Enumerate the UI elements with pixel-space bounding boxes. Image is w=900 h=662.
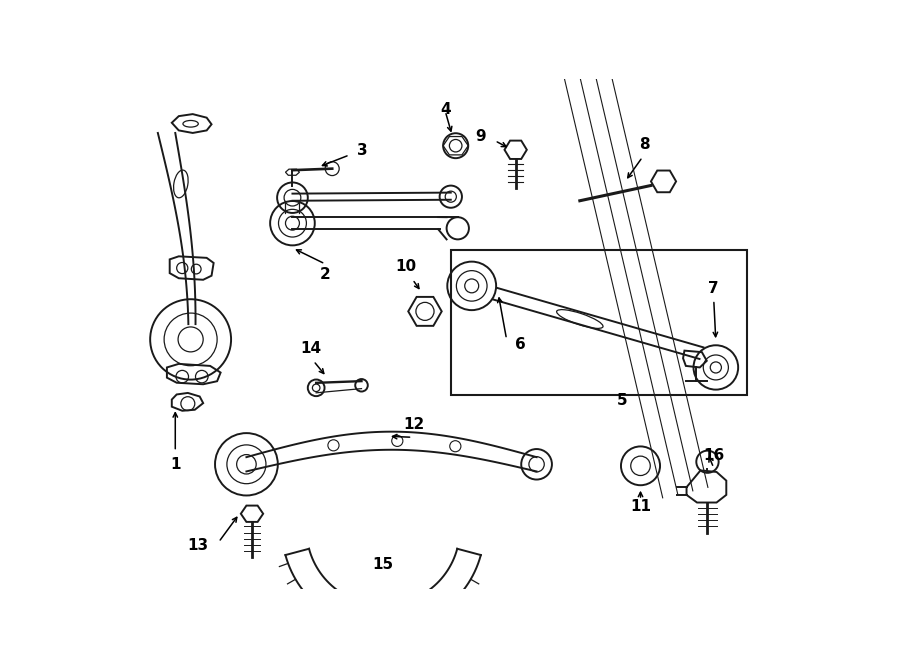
Polygon shape <box>241 506 263 522</box>
Text: 6: 6 <box>515 337 526 352</box>
Text: 5: 5 <box>616 393 627 408</box>
Text: 16: 16 <box>703 448 724 463</box>
Text: 9: 9 <box>475 129 486 144</box>
Text: 11: 11 <box>630 499 651 514</box>
Polygon shape <box>409 297 442 326</box>
Text: 2: 2 <box>320 267 330 281</box>
Text: 1: 1 <box>170 457 181 472</box>
Text: 4: 4 <box>440 101 451 117</box>
Text: 3: 3 <box>357 143 367 158</box>
Text: 7: 7 <box>708 281 719 296</box>
Polygon shape <box>651 171 676 192</box>
Bar <box>451 250 747 395</box>
Text: 13: 13 <box>187 538 209 553</box>
Text: 14: 14 <box>301 341 322 355</box>
Text: 8: 8 <box>639 137 650 152</box>
Text: 15: 15 <box>373 557 393 572</box>
Text: 12: 12 <box>403 417 425 432</box>
Text: 10: 10 <box>395 259 416 274</box>
Polygon shape <box>505 140 526 159</box>
